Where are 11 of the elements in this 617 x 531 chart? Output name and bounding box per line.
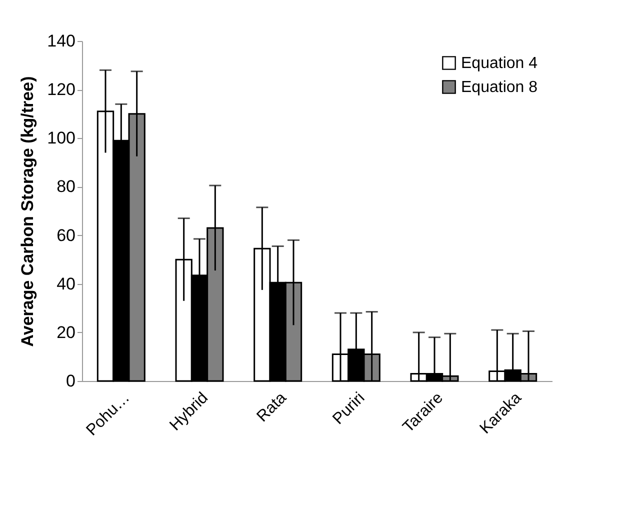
y-tick-label: 80 — [56, 177, 76, 196]
y-tick-label: 120 — [47, 80, 76, 100]
y-tick-label: 0 — [66, 372, 76, 390]
y-tick-label: 40 — [56, 274, 76, 294]
legend-label: Equation 8 — [461, 79, 538, 96]
y-tick-label: 60 — [56, 226, 76, 245]
y-tick-label: 100 — [47, 128, 76, 148]
legend-label: Equation 4 — [461, 55, 538, 72]
y-tick-label: 140 — [47, 32, 76, 50]
y-tick-label: 20 — [56, 322, 76, 342]
y-axis-title: Average Carbon Storage (kg/tree) — [18, 76, 38, 347]
